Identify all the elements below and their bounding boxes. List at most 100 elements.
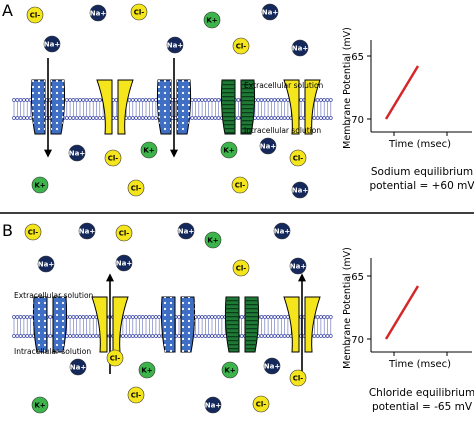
cl-channel	[96, 79, 134, 135]
ion-label: Cl-	[131, 185, 142, 193]
na-channel	[160, 296, 196, 353]
ion-label: Cl-	[28, 229, 39, 237]
cl-ion: Cl-	[24, 223, 42, 241]
ion-label: K+	[207, 237, 218, 245]
ion-label: K+	[34, 182, 45, 190]
k-ion: K+	[138, 361, 156, 379]
cl-ion: Cl-	[232, 37, 250, 55]
na-channel	[156, 79, 192, 135]
cl-ion: Cl-	[106, 349, 124, 367]
ion-label: Cl-	[293, 375, 304, 383]
na-ion: Na+	[204, 396, 221, 414]
panel-b: B Cl- Na+ Cl- Na+ Na+ Na+ Na+ K+ Cl- Na+ Na+ Cl- K+ K…	[2, 221, 474, 414]
ion-label: K+	[34, 402, 45, 410]
ion-label: Cl-	[30, 12, 41, 20]
cl-ion: Cl-	[104, 149, 122, 167]
flow-arrows	[44, 58, 178, 158]
ion-label: Na+	[292, 45, 309, 53]
k-ion: K+	[204, 231, 222, 249]
caption-line-2: potential = -65 mV	[372, 401, 473, 413]
x-axis-label: Time (msec)	[388, 359, 451, 370]
panel-a: A Cl- Na+ Cl- K+ Na+ Na+ Na+ Cl- Na+ Na+ Cl- K+ K+ Na…	[2, 1, 474, 199]
ion-label: Cl-	[235, 182, 246, 190]
na-ion: Na+	[43, 35, 61, 53]
ion-label: Na+	[90, 10, 107, 18]
ion-channels	[32, 296, 321, 353]
cl-ion: Cl-	[130, 3, 148, 21]
ion-label: Na+	[292, 187, 309, 195]
caption-line-2: potential = +60 mV	[369, 180, 474, 192]
panel-letter: A	[2, 1, 13, 20]
ion-label: K+	[224, 367, 235, 375]
ion-channels	[30, 79, 321, 135]
k-ion: K+	[220, 141, 238, 159]
cl-ion: Cl-	[26, 6, 44, 24]
k-ion: K+	[140, 141, 158, 159]
cl-ion: Cl-	[115, 224, 133, 242]
na-ion: Na+	[78, 222, 96, 240]
na-ion: Na+	[263, 357, 281, 375]
intracellular-label: Intracellular solution	[244, 126, 321, 135]
k-ion: K+	[31, 176, 49, 194]
ions: Cl- Na+ Cl- K+ Na+ Na+ Na+ Cl- Na+ Na+ Cl- K+ K+ Na+ C…	[26, 3, 309, 199]
cl-channel	[283, 79, 321, 135]
na-ion: Na+	[289, 257, 307, 275]
y-tick-label: -65	[348, 52, 364, 63]
ion-label: Cl-	[110, 355, 121, 363]
na-ion: Na+	[115, 254, 133, 272]
ion-label: K+	[143, 147, 154, 155]
caption-line-1: Sodium equilibrium	[371, 166, 473, 178]
ion-label: Cl-	[119, 230, 130, 238]
ion-label: Na+	[264, 363, 281, 371]
y-axis-label: Membrane Potential (mV)	[342, 27, 353, 149]
y-axis-label: Membrane Potential (mV)	[342, 247, 353, 369]
cl-channel	[283, 296, 321, 353]
ion-label: Na+	[44, 41, 61, 49]
ion-label: Na+	[38, 261, 55, 269]
na-ion: Na+	[291, 181, 309, 199]
ion-label: Na+	[79, 228, 96, 236]
ion-label: Cl-	[131, 392, 142, 400]
ion-label: K+	[206, 17, 217, 25]
ion-label: Na+	[167, 42, 184, 50]
ion-label: Na+	[70, 364, 87, 372]
k-ion: K+	[203, 11, 221, 29]
ion-label: Na+	[178, 228, 195, 236]
ion-label: Cl-	[293, 155, 304, 163]
cl-ion: Cl-	[289, 149, 307, 167]
k-channel	[224, 296, 260, 353]
ion-label: Na+	[262, 9, 279, 17]
intracellular-label: Intracellular solution	[14, 347, 91, 356]
y-tick-label: -70	[348, 335, 364, 346]
cl-ion: Cl-	[231, 176, 249, 194]
na-ion: Na+	[177, 222, 195, 240]
ion-label: Na+	[69, 150, 86, 158]
ion-label: Cl-	[108, 155, 119, 163]
potential-trace	[384, 65, 420, 120]
ion-label: Cl-	[236, 265, 247, 273]
k-ion: K+	[31, 396, 49, 414]
ion-label: Na+	[260, 143, 277, 151]
caption-line-1: Chloride equilibrium	[369, 387, 474, 399]
ion-label: Na+	[290, 263, 307, 271]
na-ion: Na+	[261, 3, 279, 21]
ion-label: Cl-	[134, 9, 145, 17]
na-ion: Na+	[68, 144, 86, 162]
na-channel	[30, 79, 66, 135]
cl-ion: Cl-	[232, 259, 250, 277]
extracellular-label: Extracellular solution	[244, 81, 324, 90]
na-channel	[32, 296, 68, 353]
ion-label: Cl-	[256, 401, 267, 409]
potential-graph: -65 -70 Membrane Potential (mV) Time (ms…	[342, 27, 472, 150]
potential-graph: -65 -70 Membrane Potential (mV) Time (ms…	[342, 247, 472, 370]
na-ion: Na+	[37, 255, 55, 273]
y-tick-label: -65	[348, 272, 364, 283]
na-ion: Na+	[259, 137, 277, 155]
cl-ion: Cl-	[289, 369, 307, 387]
ion-label: Na+	[116, 260, 133, 268]
ion-label: K+	[141, 367, 152, 375]
na-ion: Na+	[69, 358, 87, 376]
potential-trace	[384, 285, 420, 340]
na-ion: Na+	[166, 36, 184, 54]
